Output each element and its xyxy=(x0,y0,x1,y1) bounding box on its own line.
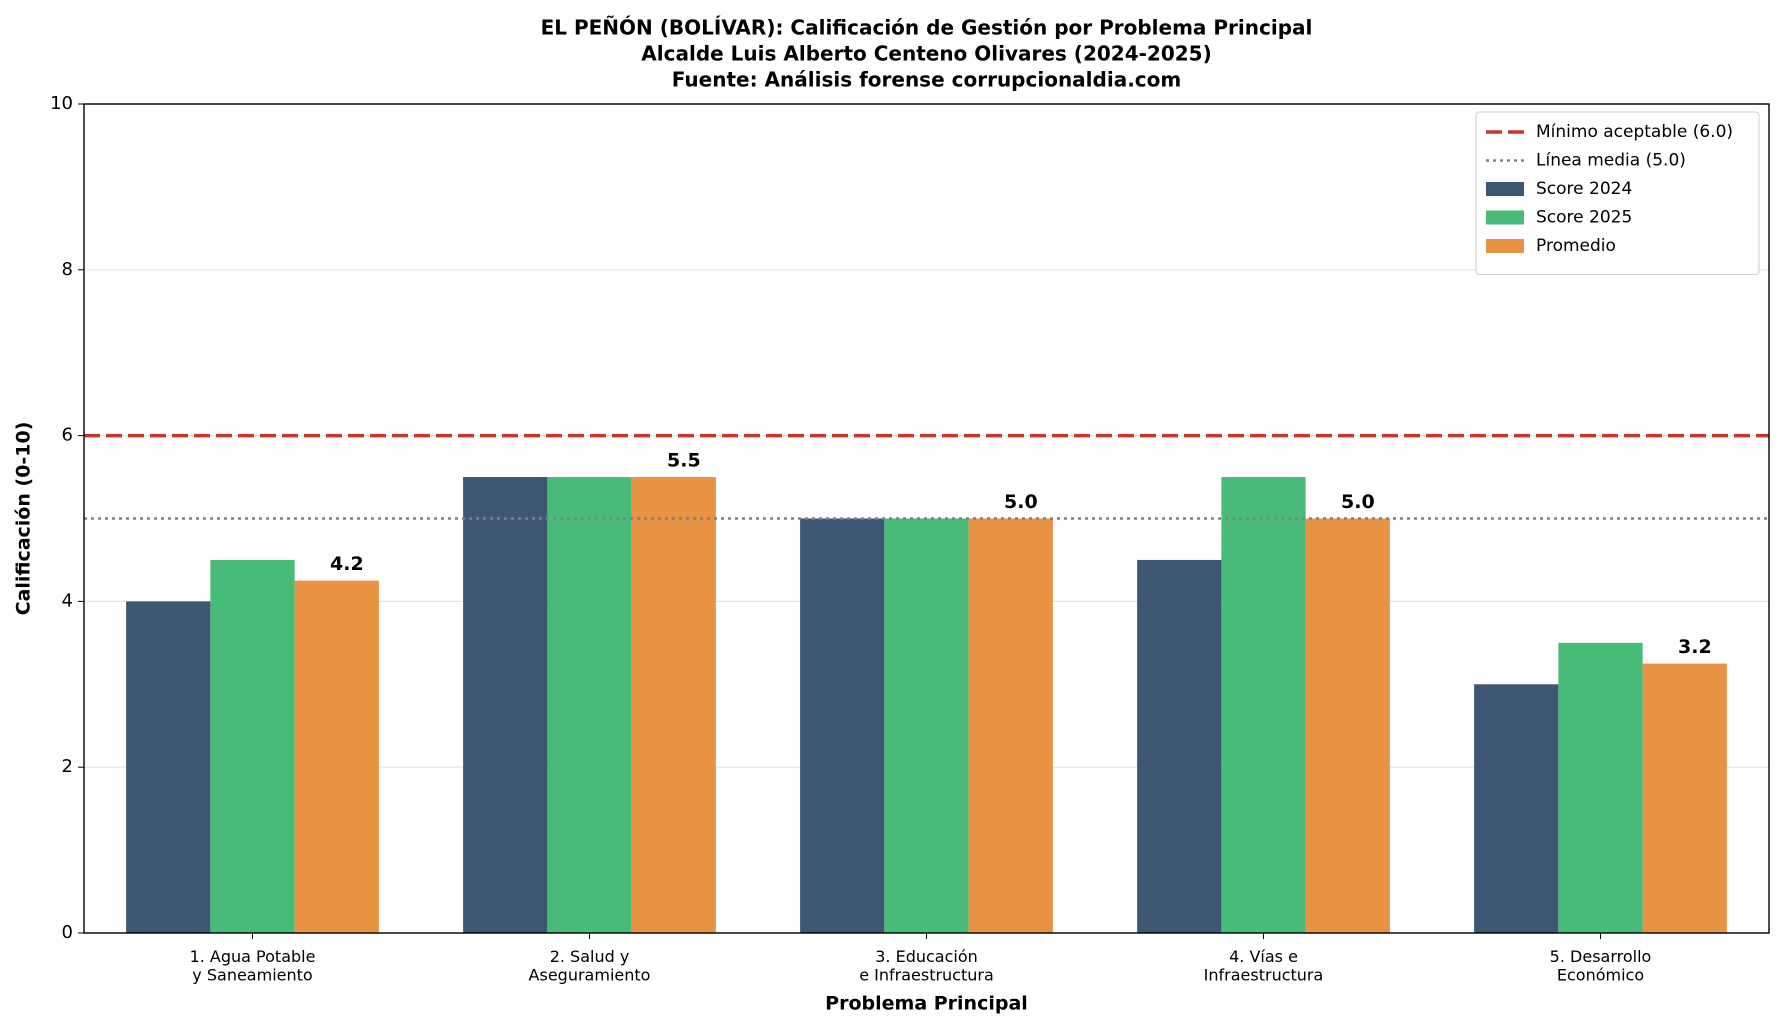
bar xyxy=(463,477,548,933)
x-tick-label: 4. Vías e Infraestructura xyxy=(1204,947,1324,984)
legend-label: Score 2025 xyxy=(1536,208,1632,228)
bar xyxy=(631,477,716,933)
legend-label: Score 2024 xyxy=(1536,179,1632,199)
x-tick-label: 5. Desarrollo Económico xyxy=(1550,947,1652,984)
legend-label: Mínimo aceptable (6.0) xyxy=(1536,122,1733,142)
chart-title: EL PEÑÓN (BOLÍVAR): Calificación de Gest… xyxy=(541,16,1313,40)
legend-swatch xyxy=(1486,182,1524,196)
bar xyxy=(1221,477,1306,933)
bar xyxy=(1305,518,1390,933)
legend-swatch xyxy=(1486,239,1524,253)
x-tick-label: 3. Educación e Infraestructura xyxy=(859,947,994,984)
y-axis-label: Calificación (0-10) xyxy=(13,422,35,616)
y-tick-label: 8 xyxy=(62,259,73,280)
x-tick-label: 2. Salud y Aseguramiento xyxy=(529,947,651,984)
bar xyxy=(547,477,632,933)
y-tick-label: 10 xyxy=(50,93,73,114)
y-tick-label: 4 xyxy=(62,590,73,611)
legend-label: Promedio xyxy=(1536,236,1616,256)
chart-title: Fuente: Análisis forense corrupcionaldia… xyxy=(672,68,1182,92)
bar xyxy=(126,601,211,933)
bar xyxy=(968,518,1053,933)
value-label: 3.2 xyxy=(1678,636,1712,658)
value-label: 5.0 xyxy=(1004,491,1038,513)
bar xyxy=(1642,663,1727,933)
y-tick-label: 6 xyxy=(62,425,73,446)
legend-swatch xyxy=(1486,210,1524,225)
x-tick-label: 1. Agua Potable y Saneamiento xyxy=(190,947,316,984)
bar xyxy=(1137,559,1222,933)
bar xyxy=(800,518,885,933)
bar xyxy=(1558,642,1643,933)
value-label: 4.2 xyxy=(330,553,364,575)
x-axis-label: Problema Principal xyxy=(825,993,1028,1015)
bar xyxy=(1474,684,1559,933)
legend-label: Línea media (5.0) xyxy=(1536,151,1686,171)
bar xyxy=(210,559,295,933)
legend-frame xyxy=(1475,111,1760,275)
value-label: 5.0 xyxy=(1341,491,1375,513)
bar xyxy=(884,518,969,933)
value-label: 5.5 xyxy=(667,450,701,472)
y-tick-label: 2 xyxy=(62,756,73,777)
chart-title: Alcalde Luis Alberto Centeno Olivares (2… xyxy=(641,42,1211,66)
y-tick-label: 0 xyxy=(62,922,73,943)
bar xyxy=(294,580,379,933)
